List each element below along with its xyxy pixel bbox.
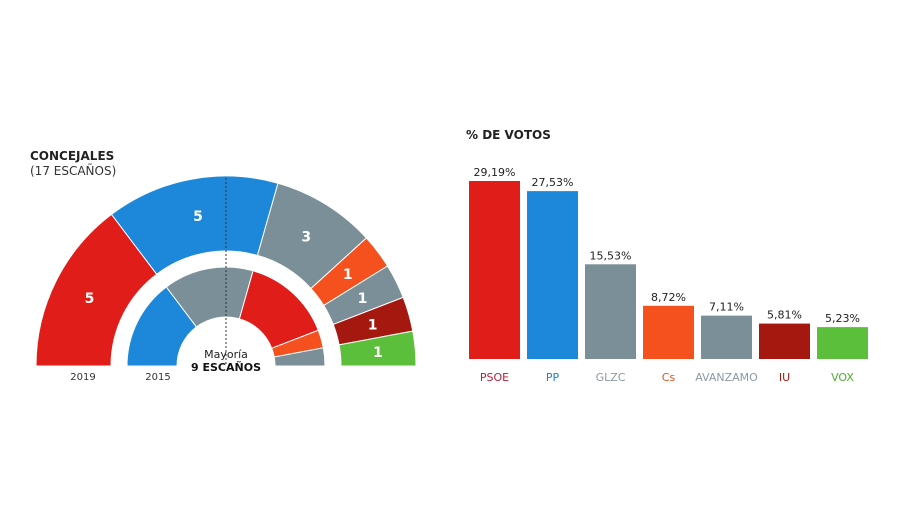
hemicycle-subtitle: (17 ESCAÑOS)	[30, 163, 116, 178]
bar-cs	[643, 305, 694, 359]
bar-value-label: 7,11%	[709, 301, 744, 314]
seat-count-vox: 1	[373, 345, 383, 361]
hemicycle-title: CONCEJALES	[30, 149, 114, 163]
bar-value-label: 5,23%	[825, 312, 860, 325]
bar-category-label: IU	[779, 371, 790, 384]
bar-value-label: 27,53%	[532, 176, 574, 189]
bar-category-label: PSOE	[480, 371, 509, 384]
bar-category-label: GLZC	[596, 371, 626, 384]
bar-category-label: PP	[546, 371, 560, 384]
bar-value-label: 15,53%	[590, 249, 632, 262]
seat-count-pp: 5	[193, 209, 203, 225]
majority-label: Mayoría	[204, 348, 248, 361]
ring-label-2019: 2019	[70, 372, 95, 383]
bar-category-label: VOX	[831, 371, 854, 384]
bar-psoe	[469, 181, 520, 359]
seat-segment-2019-vox	[338, 330, 417, 367]
bar-glzc	[585, 264, 636, 359]
seat-segment-2015-avanzamo	[273, 347, 326, 367]
bar-value-label: 8,72%	[651, 291, 686, 304]
seat-count-glzc: 3	[301, 229, 311, 245]
bar-avanzamo	[701, 315, 752, 359]
seat-count-psoe: 5	[85, 291, 95, 307]
seat-count-iu: 1	[368, 317, 378, 333]
bar-vox	[817, 327, 868, 359]
ring-label-2015: 2015	[145, 372, 170, 383]
seat-count-avanzamo: 1	[358, 291, 368, 307]
bar-category-label: Cs	[662, 371, 676, 384]
majority-value: 9 ESCAÑOS	[191, 361, 261, 374]
bar-iu	[759, 323, 810, 359]
bar-value-label: 29,19%	[474, 166, 516, 179]
seat-count-cs: 1	[343, 267, 353, 283]
bar-value-label: 5,81%	[767, 309, 802, 322]
bar-chart: 29,19% PSOE 27,53% PP 15,53% GLZC 8,72% Cs 7,11%…	[469, 166, 868, 384]
bar-category-label: AVANZAMO	[695, 371, 758, 384]
bar-pp	[527, 191, 578, 359]
bar-chart-title: % DE VOTOS	[466, 128, 551, 142]
